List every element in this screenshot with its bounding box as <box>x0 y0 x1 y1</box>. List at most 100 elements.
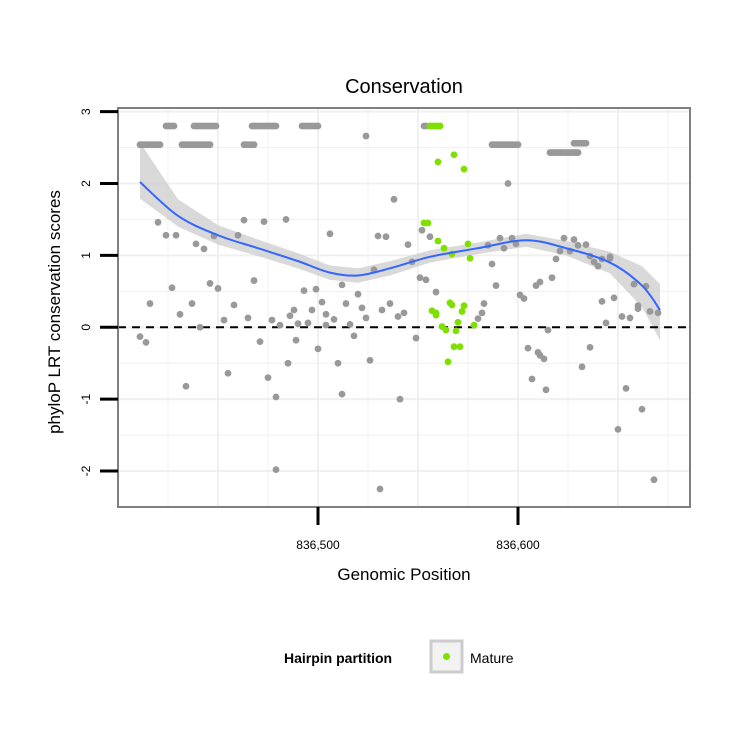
data-point <box>386 300 394 307</box>
data-point <box>250 141 258 149</box>
data-point <box>480 300 488 307</box>
data-point <box>260 218 268 225</box>
data-point <box>654 309 662 317</box>
data-point <box>606 254 614 262</box>
data-point <box>634 305 642 312</box>
data-point <box>318 298 326 306</box>
mature-point <box>456 343 464 351</box>
data-point <box>170 122 178 130</box>
data-point <box>224 369 232 377</box>
mature-point <box>432 309 440 317</box>
mature-point <box>444 358 452 366</box>
mature-point <box>426 122 434 130</box>
data-point <box>610 294 618 302</box>
y-tick-label: 2 <box>79 180 93 187</box>
data-point <box>162 231 170 239</box>
data-point <box>172 231 180 239</box>
y-tick-label: -1 <box>79 394 93 405</box>
data-point <box>382 233 390 241</box>
data-point <box>240 216 248 224</box>
plot-panel <box>118 108 690 507</box>
mature-point <box>442 326 450 334</box>
mature-point <box>464 240 472 248</box>
data-point <box>508 234 516 242</box>
mature-point <box>470 321 478 329</box>
data-point <box>586 344 594 351</box>
data-point <box>474 315 482 323</box>
y-tick-label: 1 <box>79 252 93 259</box>
data-point <box>400 309 408 317</box>
data-point <box>574 241 582 249</box>
data-point <box>618 313 626 320</box>
data-point <box>286 312 294 320</box>
data-point <box>416 274 424 282</box>
mature-point <box>460 302 468 310</box>
data-point <box>200 245 208 253</box>
data-point <box>556 247 564 255</box>
y-tick-label: 3 <box>79 108 93 115</box>
data-point <box>230 301 238 309</box>
data-point <box>182 382 190 390</box>
data-point <box>396 395 404 403</box>
mature-point <box>452 327 460 335</box>
mature-point <box>434 237 442 245</box>
data-point <box>272 393 280 401</box>
data-point <box>272 122 280 130</box>
data-point <box>314 122 322 130</box>
data-point <box>622 384 630 392</box>
data-point <box>322 310 330 318</box>
data-point <box>272 466 280 474</box>
data-point <box>614 425 622 433</box>
confidence-ribbon-layer <box>140 142 660 341</box>
data-point <box>304 319 312 327</box>
data-point <box>544 326 552 334</box>
data-point <box>358 304 366 312</box>
data-point <box>422 276 430 284</box>
data-point <box>334 359 342 367</box>
data-point <box>276 321 284 329</box>
data-point <box>214 285 222 292</box>
data-point <box>250 277 258 284</box>
data-point <box>514 141 522 149</box>
data-point <box>376 485 384 493</box>
mature-point <box>436 122 444 130</box>
mature-point <box>466 254 474 262</box>
data-point <box>426 233 434 241</box>
data-point <box>290 306 298 314</box>
data-point <box>378 306 386 314</box>
data-point <box>350 332 358 340</box>
data-point <box>432 288 440 296</box>
data-point <box>156 141 164 149</box>
data-point <box>542 386 550 394</box>
data-point <box>282 216 290 223</box>
data-point <box>598 297 606 305</box>
data-point <box>590 258 598 266</box>
data-point <box>206 280 214 287</box>
data-point <box>196 323 204 331</box>
mature-point <box>458 308 466 315</box>
data-point <box>176 310 184 318</box>
data-point <box>394 313 402 320</box>
data-point <box>504 180 512 187</box>
data-point <box>492 282 500 289</box>
x-axis-title: Genomic Position <box>337 565 470 584</box>
x-tick-label: 836,600 <box>496 538 540 552</box>
data-point <box>322 321 330 329</box>
data-point <box>354 290 362 298</box>
data-point <box>500 244 508 252</box>
data-point <box>594 262 602 270</box>
data-point <box>418 226 426 234</box>
y-axis: -2 -1 0 1 2 3 <box>79 108 118 476</box>
confidence-ribbon <box>140 142 660 341</box>
data-point <box>528 375 536 383</box>
mature-point <box>450 151 458 159</box>
mature-point <box>434 158 442 166</box>
data-point <box>582 139 590 147</box>
y-tick-label: -2 <box>79 465 93 476</box>
data-point <box>536 278 544 286</box>
data-point <box>524 344 532 352</box>
x-tick-label: 836,500 <box>296 538 340 552</box>
data-point <box>578 363 586 371</box>
data-point <box>404 241 412 248</box>
chart-title: Conservation <box>345 76 463 98</box>
